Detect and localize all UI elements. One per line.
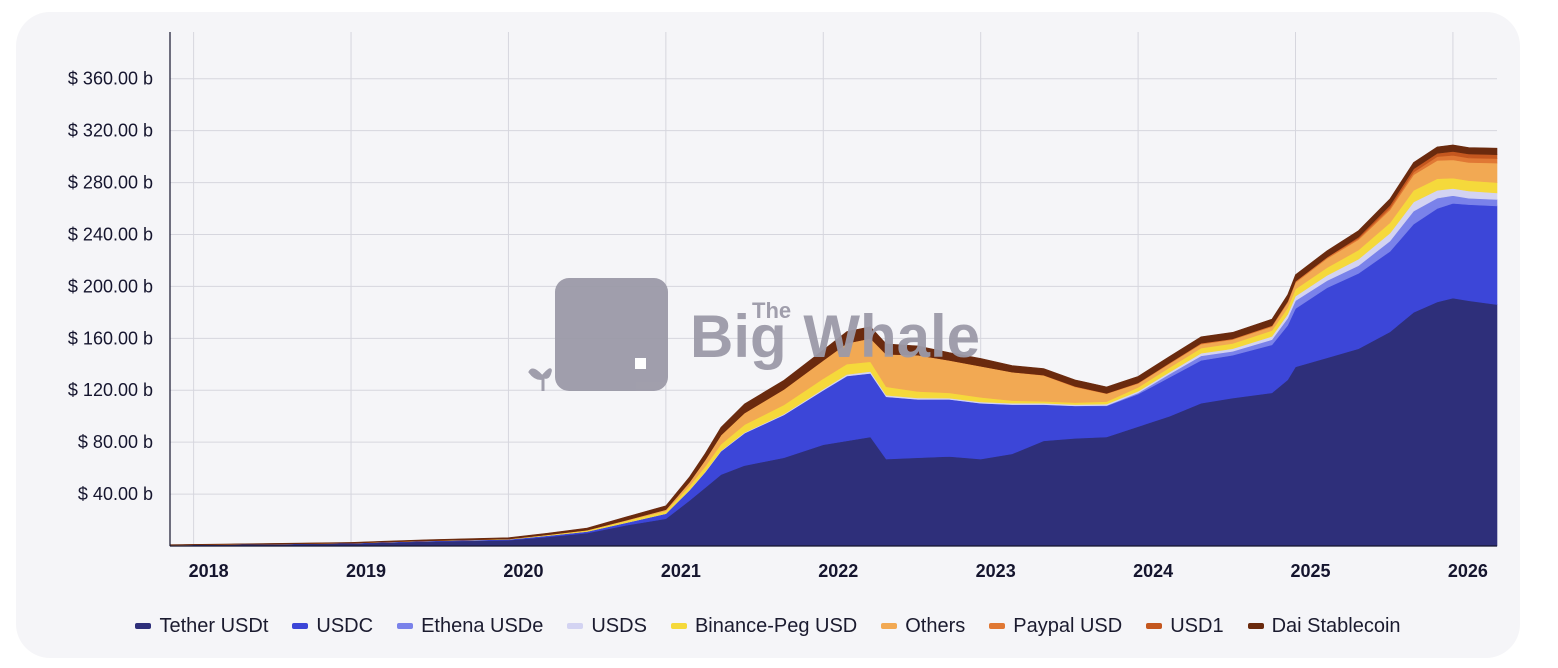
legend-swatch: [1247, 623, 1264, 629]
legend-swatch: [670, 623, 687, 629]
y-tick-label: $ 120.00 b: [68, 380, 153, 400]
x-tick-label: 2019: [346, 561, 386, 581]
legend-label: Paypal USD: [1013, 614, 1123, 637]
watermark-the: The: [752, 298, 791, 323]
legend-item-ethena-usde[interactable]: Ethena USDe: [397, 615, 543, 638]
legend-swatch: [135, 623, 152, 629]
x-tick-label: 2021: [661, 561, 701, 581]
watermark-logo: The Big Whale: [528, 278, 980, 391]
legend-swatch: [1146, 623, 1163, 629]
legend-label: Tether USDt: [159, 614, 269, 637]
legend-item-tether-usdt[interactable]: Tether USDt: [135, 615, 268, 638]
legend-swatch: [989, 623, 1006, 629]
legend-swatch: [292, 623, 309, 629]
legend-item-dai-stablecoin[interactable]: Dai Stablecoin: [1247, 614, 1401, 638]
legend-item-usd1[interactable]: USD1: [1146, 614, 1224, 638]
y-tick-label: $ 80.00 b: [78, 432, 153, 452]
axes: [169, 32, 1497, 547]
x-tick-label: 2022: [818, 561, 858, 581]
y-tick-label: $ 280.00 b: [68, 173, 153, 193]
legend-item-usdc[interactable]: USDC: [292, 615, 373, 638]
legend-label: USDC: [316, 614, 374, 637]
whale-logo-icon: [555, 278, 668, 391]
legend-swatch: [397, 623, 414, 629]
watermark-brand: Big Whale: [690, 303, 980, 370]
x-tick-label: 2025: [1290, 561, 1330, 581]
sprout-icon: [528, 368, 552, 391]
legend-swatch: [881, 623, 898, 629]
x-axis-ticks: 2018 2019 2020 2021 2022 2023 2024 2025 2026: [189, 561, 1488, 581]
x-tick-label: 2026: [1448, 561, 1488, 581]
whale-eye-icon: [635, 358, 646, 369]
legend-label: Ethena USDe: [421, 614, 544, 637]
legend-item-paypal-usd[interactable]: Paypal USD: [989, 615, 1122, 638]
y-tick-label: $ 200.00 b: [68, 276, 153, 296]
x-tick-label: 2024: [1133, 561, 1173, 581]
legend-label: USD1: [1170, 614, 1224, 637]
legend-label: USDS: [591, 614, 647, 637]
y-axis-ticks: $ 40.00 b $ 80.00 b $ 120.00 b $ 160.00 b $ …: [68, 69, 153, 504]
legend: Tether USDt USDC Ethena USDe USDS Binance-Pe…: [0, 612, 1536, 640]
x-tick-label: 2020: [503, 561, 543, 581]
legend-item-usds[interactable]: USDS: [567, 615, 647, 638]
stacked-area-chart: $ 40.00 b $ 80.00 b $ 120.00 b $ 160.00 b $ …: [68, 32, 1498, 581]
legend-item-binance-peg-usd[interactable]: Binance-Peg USD: [670, 614, 858, 638]
legend-item-others[interactable]: Others: [881, 615, 965, 638]
y-tick-label: $ 360.00 b: [68, 69, 153, 89]
legend-label: Others: [905, 614, 966, 637]
legend-label: Binance-Peg USD: [694, 614, 858, 637]
y-tick-label: $ 320.00 b: [68, 121, 153, 141]
area-dai-stablecoin: [169, 144, 1498, 546]
legend-swatch: [567, 623, 584, 629]
y-tick-label: $ 160.00 b: [68, 328, 153, 348]
legend-label: Dai Stablecoin: [1271, 614, 1401, 637]
x-tick-label: 2018: [189, 561, 229, 581]
y-tick-label: $ 40.00 b: [78, 484, 153, 504]
x-tick-label: 2023: [976, 561, 1016, 581]
y-tick-label: $ 240.00 b: [68, 224, 153, 244]
